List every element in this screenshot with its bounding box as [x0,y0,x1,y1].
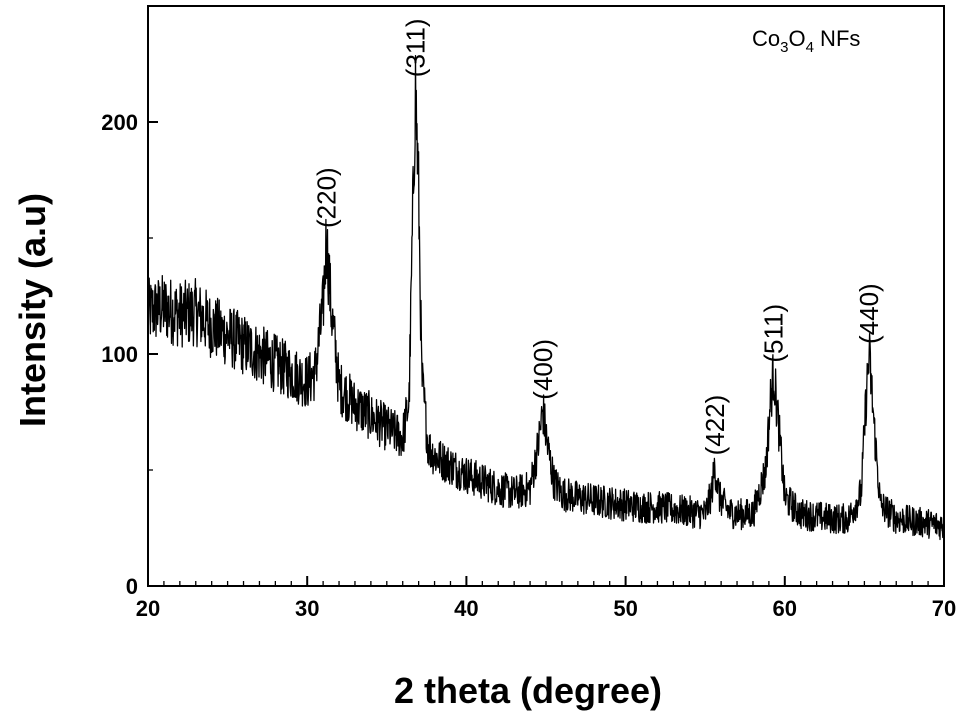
plot-frame [147,5,945,587]
x-tick-label: 70 [932,596,956,621]
x-tick-label: 50 [613,596,637,621]
peak-label: (511) [759,304,789,363]
axis-ticks [147,5,945,587]
x-axis-title: 2 theta (degree) [394,670,662,711]
peak-label: (400) [528,339,558,400]
series-line [147,54,945,541]
peak-label: (422) [700,395,730,456]
y-axis-title: Intensity (a.u) [12,193,53,427]
tick-labels: 20 30 40 50 60 70 0 100 200 [101,110,956,621]
y-tick-label: 100 [101,342,138,367]
x-tick-label: 20 [136,596,160,621]
y-tick-label: 0 [126,574,138,599]
peak-labels: (220) (311) (400) (422) (511) (440) [311,18,884,455]
peak-label: (220) [311,167,341,228]
peak-label: (311) [401,18,431,77]
y-tick-label: 200 [101,110,138,135]
peak-label: (440) [854,283,884,344]
x-tick-label: 40 [454,596,478,621]
x-tick-label: 60 [773,596,797,621]
x-tick-label: 30 [295,596,319,621]
sample-label: Co3O4 NFs [752,26,860,56]
